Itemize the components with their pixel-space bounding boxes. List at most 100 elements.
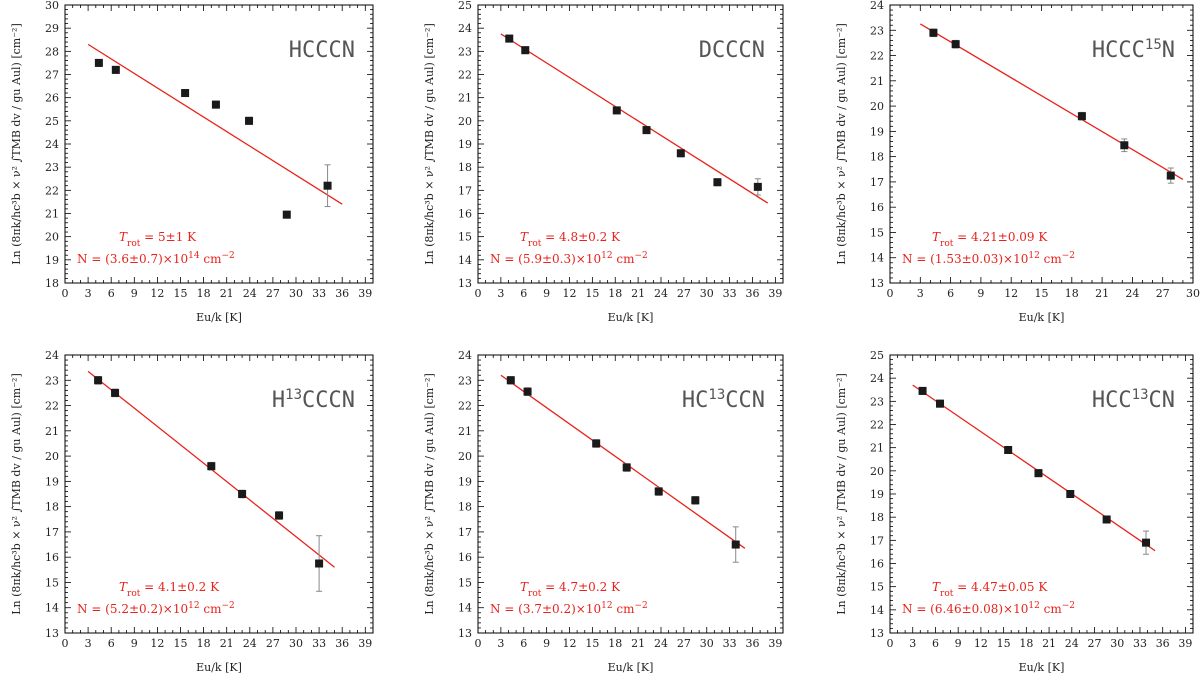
x-tick-label: 0	[62, 287, 69, 300]
data-point	[111, 65, 120, 74]
y-tick-label: 22	[458, 400, 472, 413]
fit-line	[500, 33, 769, 204]
column-density-annotation: N = (5.2±0.2)×1012 cm−2	[77, 601, 235, 616]
x-tick-label: 30	[700, 287, 714, 300]
y-tick-label: 23	[870, 395, 884, 408]
y-tick-label: 14	[458, 602, 472, 615]
x-tick-label: 3	[85, 287, 92, 300]
y-tick-label: 23	[45, 161, 59, 174]
x-tick-label: 12	[1004, 287, 1018, 300]
x-tick-label: 0	[887, 637, 894, 650]
data-point	[282, 210, 291, 219]
x-tick-label: 3	[85, 637, 92, 650]
y-tick-label: 20	[458, 115, 472, 128]
y-tick-label: 20	[870, 465, 884, 478]
data-point	[753, 182, 762, 191]
data-point	[592, 439, 601, 448]
x-tick-label: 15	[1035, 287, 1049, 300]
data-point	[1034, 469, 1043, 478]
y-tick-label: 15	[870, 226, 884, 239]
data-point	[181, 89, 190, 98]
y-tick-label: 14	[870, 604, 884, 617]
y-tick-label: 14	[45, 602, 59, 615]
data-point	[275, 511, 284, 520]
data-point	[691, 496, 700, 505]
trot-annotation: Trot = 5±1 K	[119, 230, 197, 249]
x-tick-label: 0	[475, 287, 482, 300]
chart-panel-4: 0 3 6 9 12 15 18 21 24 27 30 33 36 391314151617181920…	[10, 349, 374, 674]
y-tick-label: 16	[870, 201, 884, 214]
y-tick-label: 16	[458, 551, 472, 564]
x-tick-label: 21	[220, 287, 234, 300]
x-tick-label: 15	[174, 287, 188, 300]
y-tick-label: 18	[45, 501, 59, 514]
y-tick-label: 14	[870, 252, 884, 265]
x-tick-label: 39	[768, 637, 782, 650]
data-point	[642, 126, 651, 135]
x-tick-label: 24	[1125, 287, 1139, 300]
x-tick-label: 27	[266, 637, 280, 650]
y-axis-label: Ln (8πk/hc³b × ν² ∫TMB dv / gu Aul) [cm⁻…	[835, 373, 848, 615]
y-tick-label: 19	[870, 488, 884, 501]
y-axis-label: Ln (8πk/hc³b × ν² ∫TMB dv / gu Aul) [cm⁻…	[835, 23, 848, 265]
molecule-label: HCCCN	[289, 38, 355, 63]
x-axis-label: Eu/k [K]	[1019, 661, 1065, 674]
data-point	[929, 28, 938, 37]
x-tick-label: 39	[358, 287, 372, 300]
x-tick-label: 30	[1186, 287, 1200, 300]
y-tick-label: 21	[45, 208, 59, 221]
x-tick-label: 12	[150, 637, 164, 650]
data-point	[94, 376, 103, 385]
x-tick-label: 9	[955, 637, 962, 650]
x-tick-label: 30	[289, 637, 303, 650]
column-density-annotation: N = (6.46±0.08)×1012 cm−2	[902, 601, 1075, 616]
x-tick-label: 9	[977, 287, 984, 300]
y-tick-label: 21	[870, 75, 884, 88]
trot-annotation: Trot = 4.7±0.2 K	[520, 580, 621, 599]
x-tick-label: 33	[723, 287, 737, 300]
y-tick-label: 21	[458, 92, 472, 105]
data-point	[238, 490, 247, 498]
y-axis-label: Ln (8πk/hc³b × ν² ∫TMB dv / gu Aul) [cm⁻…	[10, 373, 23, 615]
molecule-label: HCCC15N	[1092, 37, 1175, 63]
data-point	[1142, 538, 1151, 547]
x-tick-label: 36	[335, 287, 349, 300]
y-tick-label: 18	[870, 511, 884, 524]
data-point	[506, 376, 515, 385]
y-tick-label: 15	[870, 581, 884, 594]
y-tick-label: 18	[458, 501, 472, 514]
data-point	[951, 40, 960, 49]
y-tick-label: 18	[458, 161, 472, 174]
data-point	[245, 116, 254, 125]
y-tick-label: 18	[870, 151, 884, 164]
chart-panel-5: 0 3 6 9 12 15 18 21 24 27 30 33 36 391314151617181920…	[423, 349, 784, 674]
y-tick-label: 24	[870, 0, 884, 12]
chart-panel-2: 0 3 6 9 12 15 18 21 24 27 30 33 36 391314151617181920…	[423, 0, 784, 324]
x-tick-label: 15	[174, 637, 188, 650]
molecule-label: HC13CCN	[682, 387, 765, 413]
y-tick-label: 24	[45, 349, 59, 362]
y-tick-label: 23	[45, 374, 59, 387]
x-tick-label: 36	[335, 637, 349, 650]
trot-annotation: Trot = 4.1±0.2 K	[119, 580, 220, 599]
data-point	[731, 540, 740, 549]
x-tick-label: 27	[266, 287, 280, 300]
x-tick-label: 39	[358, 637, 372, 650]
x-tick-label: 15	[585, 287, 599, 300]
x-tick-label: 0	[62, 637, 69, 650]
x-tick-label: 15	[997, 637, 1011, 650]
y-tick-label: 17	[458, 526, 472, 539]
y-tick-label: 24	[458, 22, 472, 35]
x-tick-label: 15	[585, 637, 599, 650]
trot-annotation: Trot = 4.8±0.2 K	[520, 230, 621, 249]
y-tick-label: 16	[45, 551, 59, 564]
x-tick-label: 27	[677, 287, 691, 300]
x-tick-label: 24	[654, 287, 668, 300]
y-tick-label: 22	[458, 69, 472, 82]
y-tick-label: 24	[45, 138, 59, 151]
data-point	[111, 388, 120, 397]
x-tick-label: 3	[497, 287, 504, 300]
y-tick-label: 26	[45, 92, 59, 105]
data-point	[94, 58, 103, 67]
